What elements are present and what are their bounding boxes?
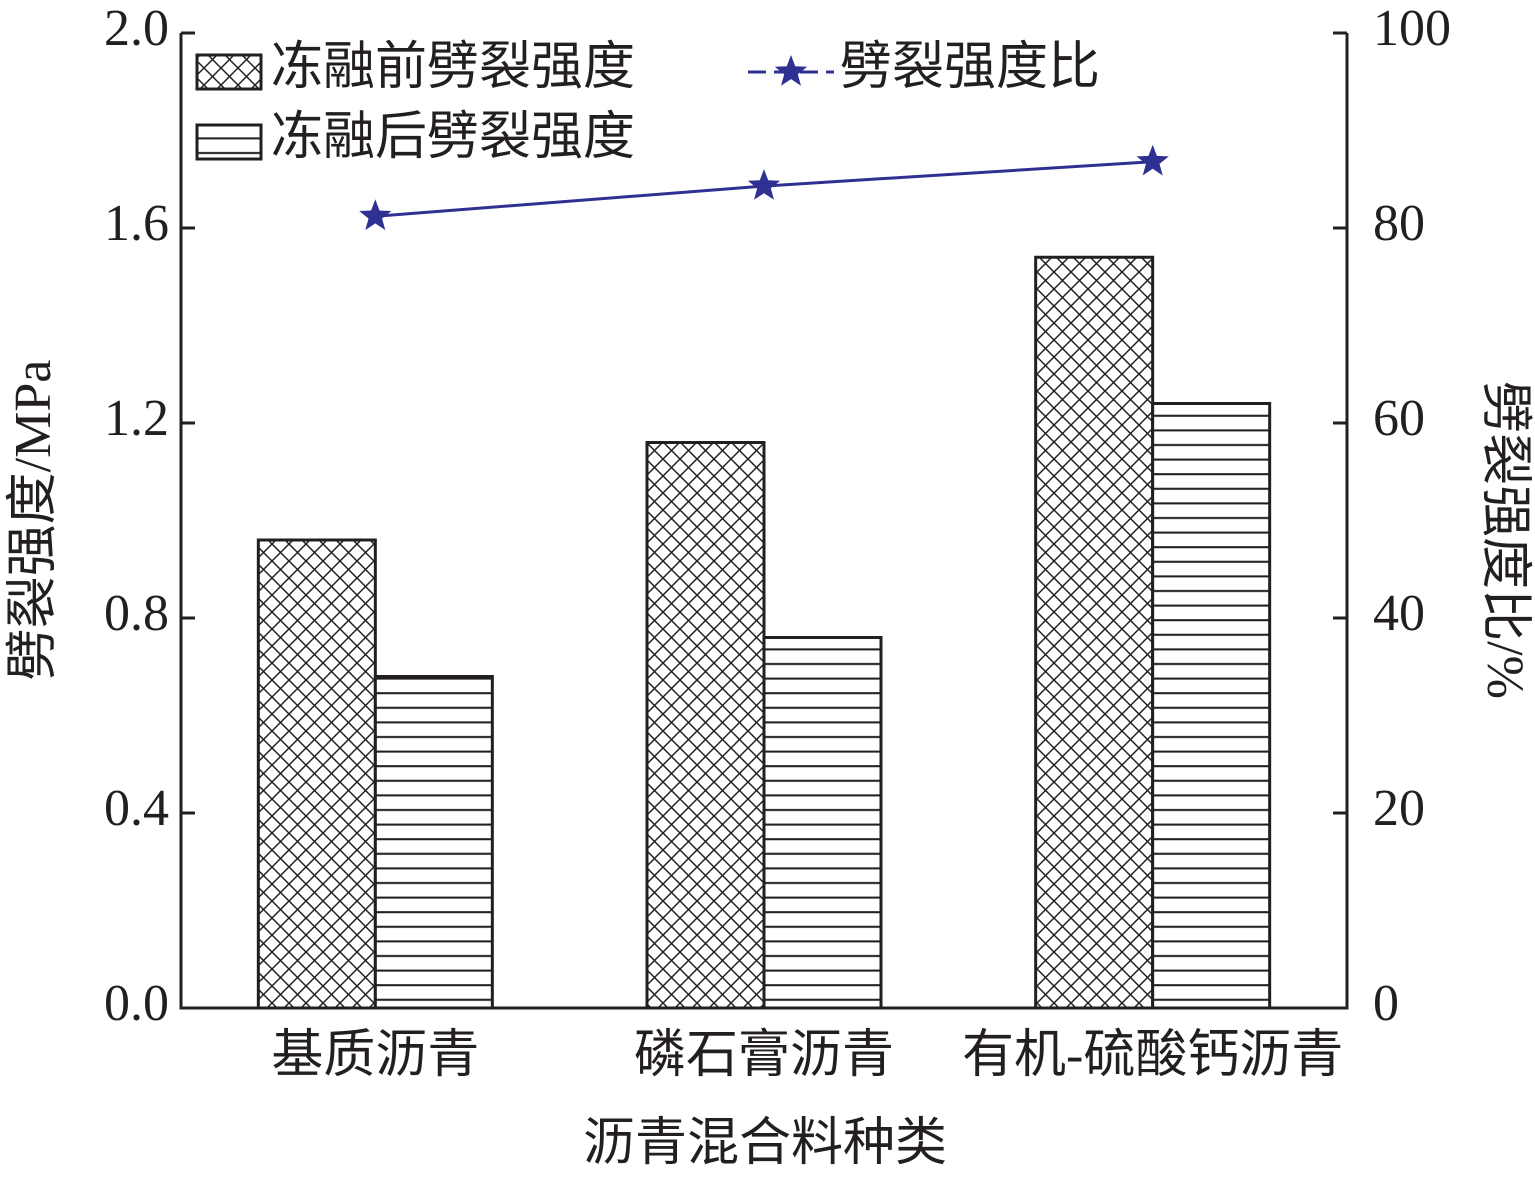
- y-tick-label: 0.8: [104, 585, 169, 642]
- bar: [373, 675, 494, 1010]
- legend-label: 劈裂强度比: [840, 39, 1100, 96]
- y2-tick-label: 40: [1373, 585, 1425, 642]
- bar: [256, 538, 377, 1010]
- y-tick-label: 1.2: [104, 390, 169, 447]
- y2-axis-title: 劈裂强度比/%: [1476, 381, 1533, 699]
- x-tick-label: 磷石膏沥青: [634, 1027, 894, 1084]
- y-tick-label: 0.4: [104, 780, 169, 837]
- bar: [1034, 255, 1155, 1010]
- bar: [645, 441, 766, 1010]
- x-axis-title: 沥青混合料种类: [583, 1115, 947, 1172]
- legend-label: 冻融后劈裂强度: [271, 109, 635, 166]
- y2-tick-label: 20: [1373, 780, 1425, 837]
- bar: [762, 636, 883, 1010]
- legend-label: 冻融前劈裂强度: [271, 39, 635, 96]
- marker: [359, 199, 392, 231]
- marker: [1136, 144, 1169, 176]
- marker: [747, 169, 781, 200]
- axis-frame: [179, 33, 1349, 1010]
- legend-swatch: [195, 123, 263, 161]
- y2-tick-label: 100: [1373, 0, 1451, 57]
- y-axis-title: 劈裂强度/MPa: [5, 360, 62, 681]
- bar: [1151, 402, 1272, 1010]
- x-tick-label: 有机-硫酸钙沥青: [962, 1027, 1343, 1084]
- y2-tick-label: 60: [1373, 390, 1425, 447]
- legend-swatch: [195, 53, 263, 91]
- legend-marker: [774, 55, 808, 86]
- y-tick-label: 0.0: [104, 975, 169, 1032]
- y-tick-label: 1.6: [104, 195, 169, 252]
- y-tick-label: 2.0: [104, 0, 169, 57]
- x-tick-label: 基质沥青: [271, 1027, 479, 1084]
- y2-tick-label: 80: [1373, 195, 1425, 252]
- y2-tick-label: 0: [1373, 975, 1399, 1032]
